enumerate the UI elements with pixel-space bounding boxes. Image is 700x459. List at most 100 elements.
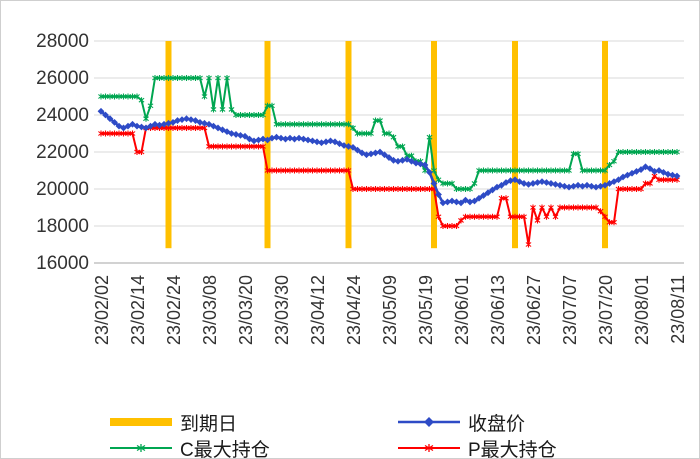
x-axis-tick-label: 23/07/20 — [596, 275, 616, 345]
asterisk-marker — [404, 186, 410, 192]
x-axis-tick-label: 23/03/30 — [272, 275, 292, 345]
diamond-marker — [228, 130, 235, 137]
diamond-marker — [111, 119, 118, 126]
legend-label-put-oi: P最大持仓 — [468, 439, 557, 459]
y-axis-tick-label: 24000 — [36, 105, 89, 126]
asterisk-marker — [656, 149, 662, 155]
asterisk-marker — [575, 204, 581, 211]
asterisk-marker — [255, 143, 262, 150]
diamond-marker — [241, 132, 249, 140]
asterisk-marker — [426, 186, 433, 192]
diamond-marker — [565, 183, 573, 191]
diamond-marker — [615, 176, 622, 184]
asterisk-marker — [255, 112, 262, 118]
diamond-marker — [556, 181, 564, 189]
asterisk-marker — [197, 124, 203, 131]
asterisk-marker — [323, 121, 329, 128]
asterisk-marker — [489, 167, 496, 174]
diamond-marker — [223, 128, 231, 136]
diamond-marker — [286, 134, 294, 142]
asterisk-marker — [170, 75, 176, 81]
y-axis-tick-label: 22000 — [36, 142, 89, 163]
asterisk-marker — [350, 186, 356, 192]
asterisk-marker — [417, 186, 424, 192]
asterisk-marker — [269, 167, 275, 174]
close-line-swatch-icon — [398, 417, 460, 427]
asterisk-marker — [143, 115, 149, 122]
diamond-marker — [345, 143, 352, 150]
asterisk-marker — [125, 93, 131, 100]
x-axis-tick-label: 23/03/08 — [200, 275, 220, 345]
x-axis-tick-label: 23/06/01 — [452, 275, 472, 345]
chart-legend: 到期日 收盘价 C最大持仓 P最大持仓 — [109, 411, 685, 459]
asterisk-marker — [444, 223, 451, 229]
asterisk-marker — [215, 75, 221, 81]
diamond-marker — [579, 182, 586, 190]
asterisk-marker — [651, 149, 658, 155]
diamond-marker — [430, 180, 438, 187]
diamond-marker — [106, 115, 114, 123]
asterisk-marker — [633, 149, 640, 155]
asterisk-marker — [300, 121, 307, 128]
diamond-marker — [295, 134, 303, 142]
asterisk-marker — [183, 124, 190, 131]
diamond-marker — [570, 182, 577, 190]
asterisk-marker — [408, 186, 415, 192]
asterisk-marker — [377, 186, 383, 192]
asterisk-marker — [561, 204, 568, 211]
diamond-marker — [327, 137, 334, 145]
asterisk-marker — [539, 204, 545, 211]
asterisk-marker — [273, 121, 280, 128]
price-oi-chart: 16000 18000 20000 22000 24000 26000 28000 23/02… — [36, 31, 688, 345]
asterisk-marker — [237, 143, 244, 150]
x-axis-tick-label: 23/03/20 — [236, 275, 256, 345]
asterisk-marker — [156, 75, 163, 81]
asterisk-marker — [228, 106, 235, 113]
diamond-marker — [466, 198, 474, 206]
diamond-marker — [435, 191, 442, 198]
diamond-marker — [592, 183, 600, 191]
asterisk-marker — [282, 121, 289, 128]
asterisk-marker — [206, 75, 212, 81]
asterisk-marker — [485, 213, 491, 220]
asterisk-marker — [638, 149, 644, 155]
asterisk-marker — [390, 186, 397, 192]
asterisk-marker — [557, 167, 563, 174]
asterisk-marker — [354, 130, 361, 137]
diamond-marker — [385, 154, 393, 161]
asterisk-marker — [314, 121, 320, 128]
diamond-marker — [543, 179, 550, 186]
diamond-marker — [268, 134, 276, 142]
diamond-marker — [601, 181, 609, 189]
asterisk-marker — [134, 149, 140, 155]
asterisk-marker — [507, 213, 514, 220]
diamond-marker — [498, 181, 505, 189]
asterisk-marker — [318, 121, 325, 128]
asterisk-marker — [183, 75, 190, 81]
asterisk-marker — [278, 167, 284, 174]
asterisk-marker — [125, 130, 131, 137]
asterisk-marker — [386, 130, 392, 137]
asterisk-marker — [525, 241, 532, 248]
asterisk-marker — [521, 167, 527, 174]
diamond-marker — [291, 135, 298, 143]
diamond-marker — [259, 135, 267, 143]
diamond-marker — [547, 180, 555, 187]
diamond-marker — [529, 180, 537, 187]
diamond-marker — [421, 161, 429, 169]
asterisk-marker — [138, 149, 145, 155]
asterisk-marker — [197, 75, 203, 81]
diamond-marker — [538, 178, 546, 185]
diamond-marker — [187, 116, 195, 124]
asterisk-marker — [498, 195, 505, 202]
asterisk-marker — [557, 204, 563, 211]
diamond-marker — [282, 135, 289, 143]
asterisk-marker — [174, 75, 181, 81]
asterisk-marker — [224, 75, 230, 81]
diamond-marker — [484, 189, 492, 197]
asterisk-marker — [440, 180, 446, 187]
asterisk-marker — [665, 176, 671, 183]
asterisk-marker — [363, 186, 370, 192]
diamond-marker — [574, 181, 582, 189]
